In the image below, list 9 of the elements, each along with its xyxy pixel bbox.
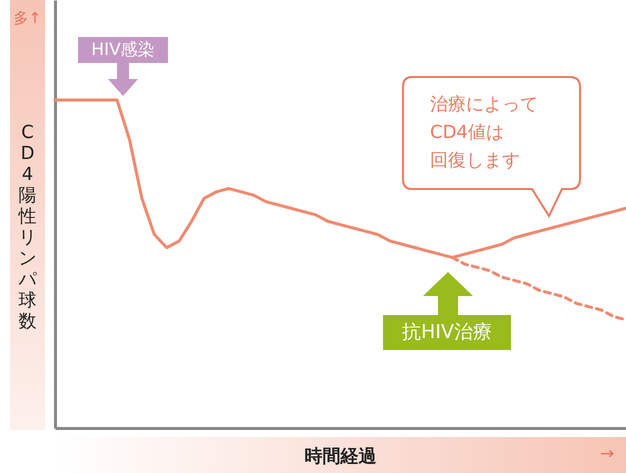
annotation: 回復します [430, 150, 520, 172]
text: CD4陽性リンパ球数 [18, 122, 36, 332]
annotation: 抗HIV治療 [383, 315, 511, 350]
x-axis-title: 時間経過 [304, 446, 376, 467]
annotation: CD4値は [430, 122, 504, 144]
annotation: 治療によって [430, 94, 538, 116]
text: → [600, 444, 614, 464]
text: 多↑ [12, 9, 42, 27]
text: HIV感染 [78, 37, 168, 63]
